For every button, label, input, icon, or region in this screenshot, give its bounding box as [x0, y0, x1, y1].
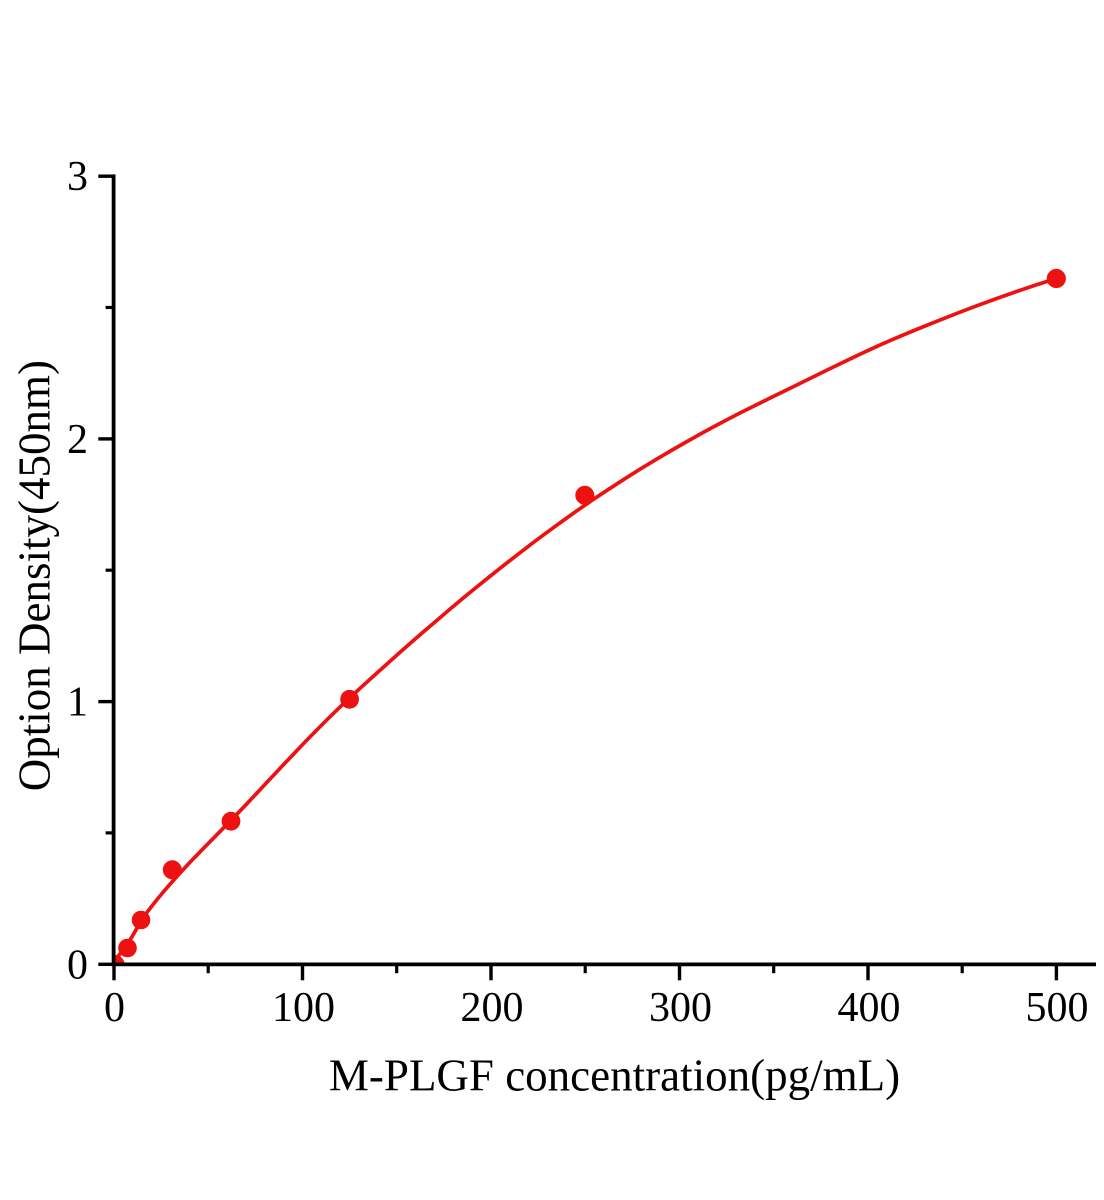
svg-text:M-PLGF concentration(pg/mL): M-PLGF concentration(pg/mL): [329, 1051, 900, 1101]
svg-text:200: 200: [461, 985, 524, 1031]
svg-text:0: 0: [67, 942, 88, 988]
svg-text:300: 300: [649, 985, 712, 1031]
svg-text:1: 1: [67, 680, 88, 726]
svg-text:2: 2: [67, 417, 88, 463]
svg-text:400: 400: [838, 985, 901, 1031]
svg-text:3: 3: [67, 154, 88, 200]
svg-text:100: 100: [272, 985, 335, 1031]
svg-text:Option Density(450nm): Option Density(450nm): [9, 360, 59, 791]
svg-text:0: 0: [104, 985, 125, 1031]
svg-text:500: 500: [1026, 985, 1089, 1031]
